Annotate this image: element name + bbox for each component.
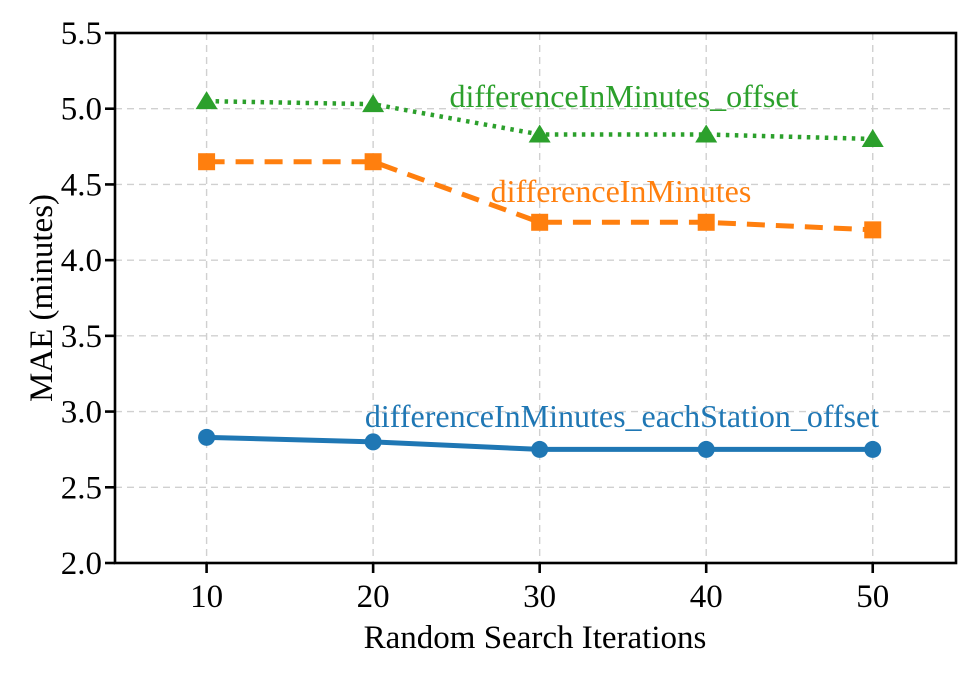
y-axis-label: MAE (minutes): [24, 194, 60, 402]
x-tick-label: 50: [856, 579, 889, 615]
x-tick-label: 30: [523, 579, 556, 615]
x-tick-label: 10: [190, 579, 223, 615]
series-marker-triangle: [695, 124, 718, 143]
series-layer: [195, 91, 884, 458]
series-marker-circle: [198, 428, 216, 446]
series-label-each-station-offset: differenceInMinutes_eachStation_offset: [365, 398, 879, 434]
series-marker-square: [364, 153, 382, 171]
series-marker-circle: [864, 440, 882, 458]
series-marker-triangle: [861, 129, 884, 147]
y-tick-label: 5.0: [61, 92, 102, 128]
y-tick-label: 2.5: [61, 470, 102, 506]
series-label-offset: differenceInMinutes_offset: [450, 78, 799, 114]
y-tick-label: 4.0: [61, 243, 102, 279]
series-marker-square: [198, 153, 216, 171]
series-marker-circle: [531, 440, 549, 458]
y-tick-label: 4.5: [61, 167, 102, 203]
grid-layer: [115, 33, 956, 563]
x-tick-label: 40: [690, 579, 723, 615]
x-tick-label: 20: [357, 579, 390, 615]
y-tick-label: 3.0: [61, 395, 102, 431]
series-marker-square: [864, 221, 882, 239]
series-marker-square: [531, 213, 549, 231]
series-marker-circle: [697, 440, 715, 458]
x-axis-label: Random Search Iterations: [364, 620, 707, 656]
y-tick-label: 3.5: [61, 319, 102, 355]
series-marker-circle: [364, 433, 382, 451]
series-marker-square: [697, 213, 715, 231]
axes-layer: [105, 31, 958, 573]
series-label-difference-in-minutes: differenceInMinutes: [491, 173, 752, 209]
plot-border: [113, 31, 958, 565]
y-tick-label: 2.0: [61, 546, 102, 582]
series-line-1: [206, 159, 873, 233]
series-marker-triangle: [195, 91, 218, 110]
series-marker-triangle: [528, 124, 551, 143]
tick-label-layer: 10 20 30 40 50 2.0 2.5 3.0 3.5 4.0 4.5 5.0 5.5: [61, 16, 889, 615]
series-marker-triangle: [362, 94, 385, 113]
y-tick-label: 5.5: [61, 16, 102, 52]
